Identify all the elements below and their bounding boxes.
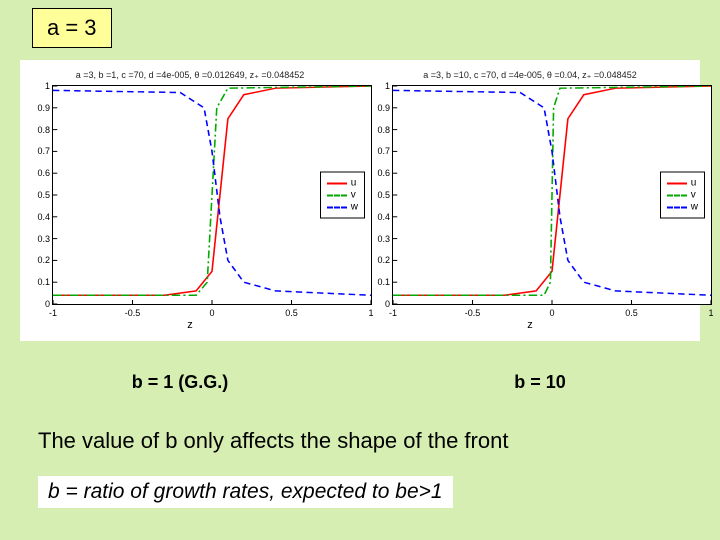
legend-swatch (667, 194, 687, 196)
caption-left: b = 1 (G.G.) (0, 372, 360, 393)
ytick-label: 0.8 (377, 125, 390, 135)
xtick-label: 1 (701, 308, 720, 318)
ytick-label: 0.9 (37, 103, 50, 113)
ytick-label: 0.1 (37, 277, 50, 287)
ytick-label: 0 (385, 299, 390, 309)
header-box: a = 3 (32, 8, 112, 48)
legend-swatch (327, 194, 347, 196)
ytick-label: 0.2 (377, 255, 390, 265)
legend-swatch (327, 182, 347, 184)
ytick-label: 0.3 (377, 234, 390, 244)
legend-label: v (691, 190, 696, 201)
legend-row-v: v (327, 190, 358, 201)
legend-row-u: u (667, 178, 698, 189)
x-axis-label: z (370, 319, 690, 331)
ytick-label: 0.1 (377, 277, 390, 287)
ytick-label: 0.5 (37, 190, 50, 200)
legend-swatch (327, 206, 347, 208)
ytick-label: 0.6 (377, 168, 390, 178)
legend-label: w (691, 202, 698, 213)
legend-row-u: u (327, 178, 358, 189)
charts-row: a =3, b =1, c =70, d =4e-005, θ =0.01264… (20, 60, 700, 341)
xtick-label: -0.5 (463, 308, 483, 318)
caption-right: b = 10 (360, 372, 720, 393)
xtick-label: 0 (542, 308, 562, 318)
xtick-label: 0 (202, 308, 222, 318)
ytick-label: 0.3 (37, 234, 50, 244)
chart-title: a =3, b =10, c =70, d =4e-005, θ =0.04, … (370, 70, 690, 81)
ytick-label: 0.4 (377, 212, 390, 222)
legend-row-w: w (667, 202, 698, 213)
legend-label: u (691, 178, 697, 189)
legend-label: u (351, 178, 357, 189)
legend-label: w (351, 202, 358, 213)
ytick-label: 0.8 (37, 125, 50, 135)
plot-area: uvw-1-0.500.5100.10.20.30.40.50.60.70.80… (52, 85, 372, 305)
legend-swatch (667, 182, 687, 184)
xtick-label: 0.5 (622, 308, 642, 318)
legend-swatch (667, 206, 687, 208)
chart-title: a =3, b =1, c =70, d =4e-005, θ =0.01264… (30, 70, 350, 81)
xtick-label: 0.5 (282, 308, 302, 318)
legend-label: v (351, 190, 356, 201)
caption-row: b = 1 (G.G.) b = 10 (0, 372, 720, 393)
ytick-label: 0 (45, 299, 50, 309)
legend: uvw (660, 172, 705, 219)
ytick-label: 0.6 (37, 168, 50, 178)
chart-0: a =3, b =1, c =70, d =4e-005, θ =0.01264… (30, 70, 350, 331)
ytick-label: 0.7 (37, 146, 50, 156)
header-text: a = 3 (47, 15, 97, 40)
ytick-label: 0.9 (377, 103, 390, 113)
slide: a = 3 a =3, b =1, c =70, d =4e-005, θ =0… (0, 0, 720, 540)
x-axis-label: z (30, 319, 350, 331)
body-text-1: The value of b only affects the shape of… (38, 428, 508, 454)
body-text-2: b = ratio of growth rates, expected to b… (38, 476, 453, 508)
xtick-label: -0.5 (123, 308, 143, 318)
plot-area: uvw-1-0.500.5100.10.20.30.40.50.60.70.80… (392, 85, 712, 305)
ytick-label: 1 (385, 81, 390, 91)
ytick-label: 0.7 (377, 146, 390, 156)
xtick-label: -1 (43, 308, 63, 318)
legend: uvw (320, 172, 365, 219)
ytick-label: 0.5 (377, 190, 390, 200)
ytick-label: 0.2 (37, 255, 50, 265)
ytick-label: 0.4 (37, 212, 50, 222)
chart-1: a =3, b =10, c =70, d =4e-005, θ =0.04, … (370, 70, 690, 331)
ytick-label: 1 (45, 81, 50, 91)
legend-row-w: w (327, 202, 358, 213)
legend-row-v: v (667, 190, 698, 201)
xtick-label: -1 (383, 308, 403, 318)
